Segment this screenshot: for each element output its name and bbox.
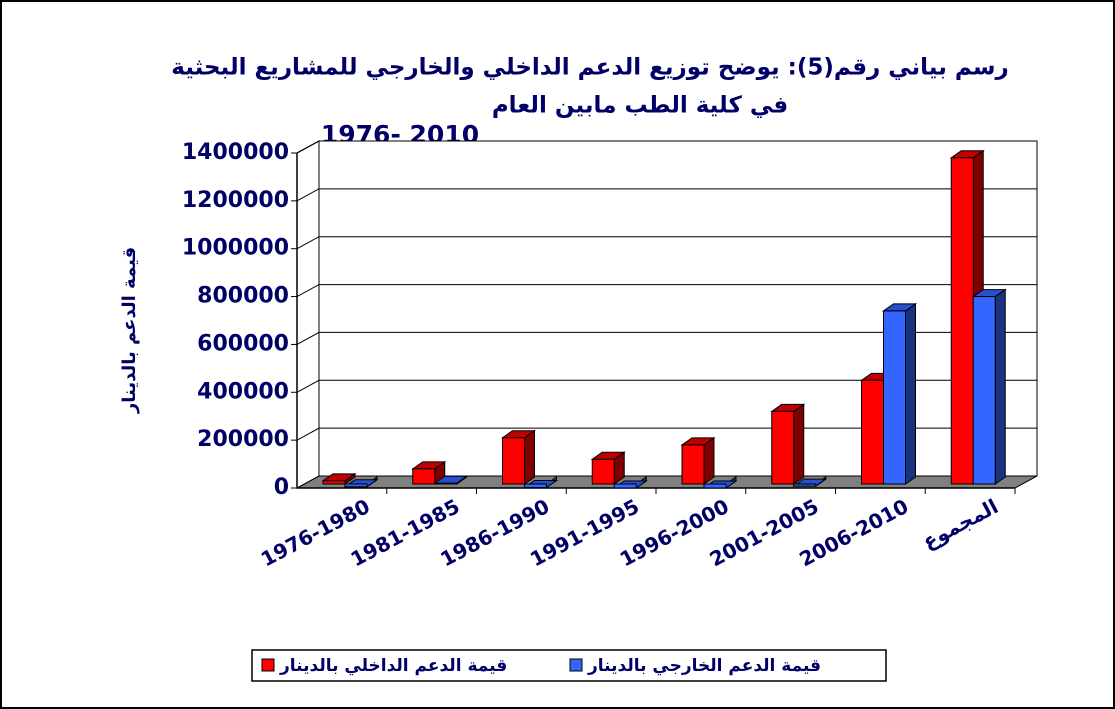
y-tick-label: 0: [274, 475, 289, 500]
grid-line: [296, 284, 1037, 298]
bar-front: [793, 483, 817, 487]
bar: [500, 429, 537, 485]
bar: [411, 460, 447, 485]
bar-front: [681, 444, 705, 485]
bar: [343, 476, 379, 488]
bar-side: [994, 288, 1006, 485]
bar: [680, 436, 716, 485]
grid-line: [296, 331, 1037, 345]
bar-front: [972, 296, 996, 485]
y-tick-label: 600000: [197, 331, 289, 356]
legend-swatch: [569, 658, 583, 672]
bar-front: [703, 483, 727, 489]
bar-front: [950, 157, 974, 485]
bar: [321, 472, 357, 485]
bar-front: [861, 379, 884, 485]
bar-side: [905, 302, 916, 485]
bar: [792, 476, 828, 488]
bar: [971, 288, 1007, 485]
bar-front: [524, 483, 547, 489]
y-tick-label: 800000: [197, 284, 289, 309]
bar-side: [793, 403, 805, 485]
bar-front: [322, 480, 346, 485]
grid-line: [296, 236, 1037, 250]
y-tick-label: 1200000: [182, 188, 289, 213]
floor: [296, 475, 1038, 489]
bar-front: [502, 437, 525, 485]
bar: [702, 476, 738, 489]
bar: [433, 475, 469, 485]
bar-front: [771, 410, 795, 485]
bar-front: [613, 483, 637, 489]
y-tick-label: 1000000: [182, 236, 289, 261]
bar-front: [434, 482, 458, 485]
back-wall: [318, 140, 1038, 477]
bar: [612, 476, 648, 489]
legend-box: [251, 649, 887, 682]
bar-front: [412, 468, 436, 485]
legend-swatch: [261, 658, 275, 672]
bar: [881, 302, 918, 485]
bar-front: [883, 310, 906, 485]
side-wall: [296, 140, 320, 489]
bar-front: [591, 458, 615, 485]
legend-label: قيمة الدعم الخارجي بالدينار: [587, 656, 821, 676]
legend-label: قيمة الدعم الداخلي بالدينار: [279, 656, 507, 676]
bar: [770, 403, 806, 485]
y-axis-label: قيمة الدعم بالدينار: [119, 247, 140, 414]
y-tick-label: 1400000: [182, 140, 289, 165]
chart-title: رسم بياني رقم(5): يوضح توزيع الدعم الداخ…: [171, 55, 1008, 81]
y-tick-label: 400000: [197, 379, 289, 404]
bar: [590, 451, 626, 485]
bar-front: [344, 483, 368, 488]
y-tick-label: 200000: [197, 427, 289, 452]
grid-line: [296, 140, 1037, 154]
bar-side: [703, 436, 715, 485]
bar: [522, 476, 559, 489]
chart-title: في كلية الطب مابين العام: [492, 93, 788, 119]
bar-side: [524, 429, 535, 485]
grid-line: [296, 188, 1037, 202]
grid-line: [296, 379, 1037, 393]
